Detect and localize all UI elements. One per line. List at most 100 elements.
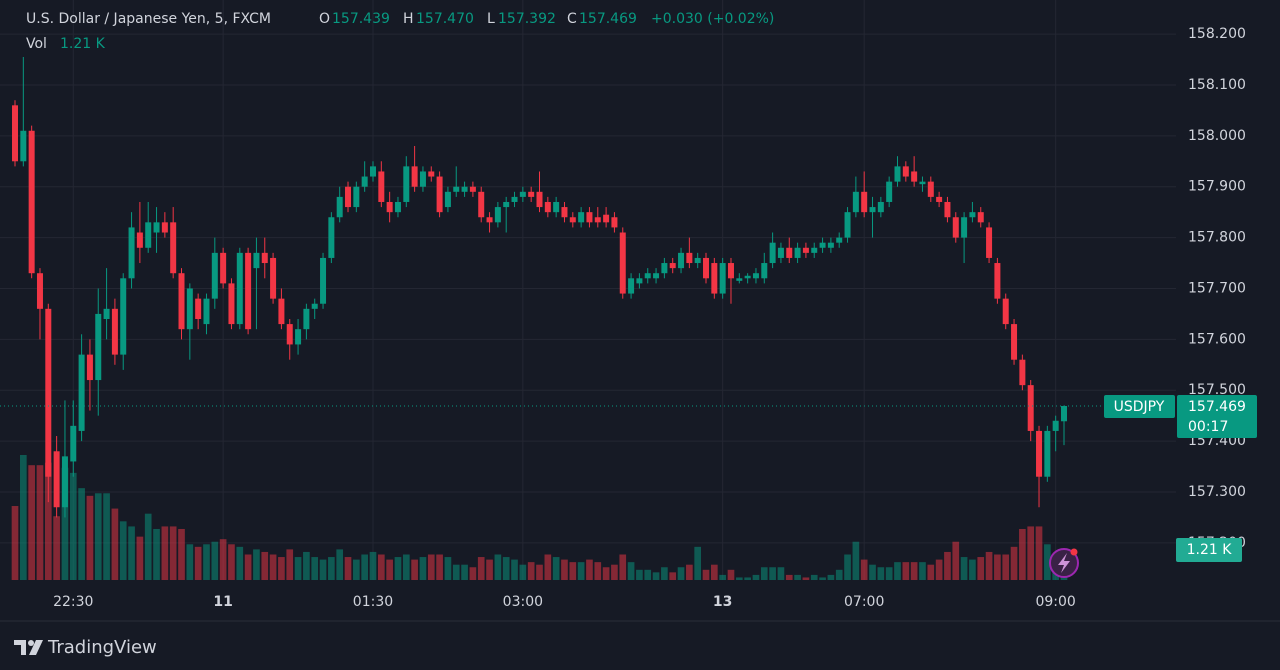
candle-body (927, 181, 934, 197)
volume-bar (244, 554, 252, 580)
candle-body (661, 263, 668, 274)
low-value: 157.392 (498, 11, 556, 27)
candle-body (353, 186, 360, 208)
volume-bar (694, 546, 702, 580)
candle-body (653, 273, 660, 279)
volume-bar (652, 572, 660, 580)
volume-bar (577, 562, 585, 580)
volume-bar (552, 557, 560, 580)
volume-bar (36, 465, 44, 580)
volume-bar (927, 564, 935, 580)
volume-bar (444, 557, 452, 580)
volume-bar (627, 562, 635, 580)
candle-body (286, 324, 293, 345)
x-tick-label: 13 (713, 594, 732, 610)
candle-body (1052, 420, 1059, 431)
price-tag-countdown: 00:17 (1188, 419, 1228, 435)
low-label: L (487, 11, 495, 27)
candle-body (794, 247, 801, 258)
volume-bar (794, 574, 801, 580)
change-value: +0.030 (+0.02%) (651, 11, 774, 27)
volume-bar (611, 564, 618, 580)
close-value: 157.469 (579, 11, 637, 27)
volume-bar (1010, 546, 1018, 580)
alert-icon[interactable] (1049, 548, 1079, 578)
volume-bar (328, 557, 335, 580)
volume-bar (269, 554, 277, 580)
candle-body (811, 247, 818, 253)
candle-body (419, 171, 426, 187)
volume-bar (711, 564, 718, 580)
candle-body (411, 166, 418, 187)
volume-bar (477, 557, 485, 580)
volume-bar (885, 567, 893, 580)
volume-bar (11, 506, 19, 580)
logo-part (28, 640, 34, 646)
candle-body (536, 191, 543, 208)
candle-body (394, 201, 401, 213)
volume-bar (78, 488, 85, 580)
candle-body (303, 308, 310, 330)
candles (0, 56, 1176, 518)
candle-body (1019, 359, 1026, 386)
candle-body (644, 273, 651, 279)
candle-body (603, 214, 610, 223)
candle-body (819, 242, 826, 248)
close-label: C (567, 11, 577, 27)
candle-body (494, 207, 501, 223)
volume-bar (394, 557, 402, 580)
candle-body (461, 186, 468, 192)
candle-body (669, 263, 676, 269)
volume-bar (719, 574, 726, 580)
volume-bar (994, 554, 1001, 580)
volume-bar (852, 541, 860, 580)
candle-body (694, 257, 701, 264)
volume-bar (1027, 526, 1035, 580)
volume-bar (119, 521, 127, 580)
volume-bar (985, 551, 993, 580)
candle-body (295, 329, 302, 345)
volume-bar (69, 472, 77, 580)
candle-body (261, 252, 268, 264)
candle-body (78, 354, 85, 431)
logo-part (14, 640, 26, 655)
candle-body (136, 232, 143, 248)
volume-bar (702, 569, 710, 580)
volume-bar (186, 544, 194, 580)
candle-body (511, 196, 518, 202)
volume-bar (527, 562, 535, 580)
candle-body (486, 217, 493, 223)
volume-bar (594, 562, 602, 580)
candle-body (777, 247, 784, 258)
candle-body (20, 130, 27, 162)
volume-bar (919, 562, 926, 580)
volume-bar (835, 569, 843, 580)
candle-body (320, 257, 327, 304)
volume-bar (178, 528, 185, 580)
candle-body (111, 308, 118, 355)
y-tick-label: 157.900 (1188, 179, 1246, 195)
volume-bar (228, 544, 235, 580)
candle-body (86, 354, 93, 381)
price-tag-bg (1177, 395, 1257, 438)
candle-body (594, 217, 601, 223)
volume-bar (785, 574, 793, 580)
candle-body (245, 252, 252, 330)
volume-bar (211, 541, 219, 580)
candle-body (628, 278, 635, 294)
candle-body (877, 201, 884, 213)
candle-body (36, 273, 43, 309)
volume-bar (686, 564, 693, 580)
candle-body (378, 171, 385, 202)
volume-bar (353, 559, 360, 580)
candle-body (128, 227, 135, 279)
candle-body (403, 166, 410, 202)
logo-part (29, 640, 43, 655)
candle-body (145, 222, 152, 248)
candle-body (727, 263, 734, 279)
x-tick-label: 03:00 (503, 594, 543, 610)
footer: TradingView (14, 637, 157, 658)
volume-bar (602, 567, 610, 580)
volume-bar (427, 554, 435, 580)
candle-body (836, 237, 843, 243)
